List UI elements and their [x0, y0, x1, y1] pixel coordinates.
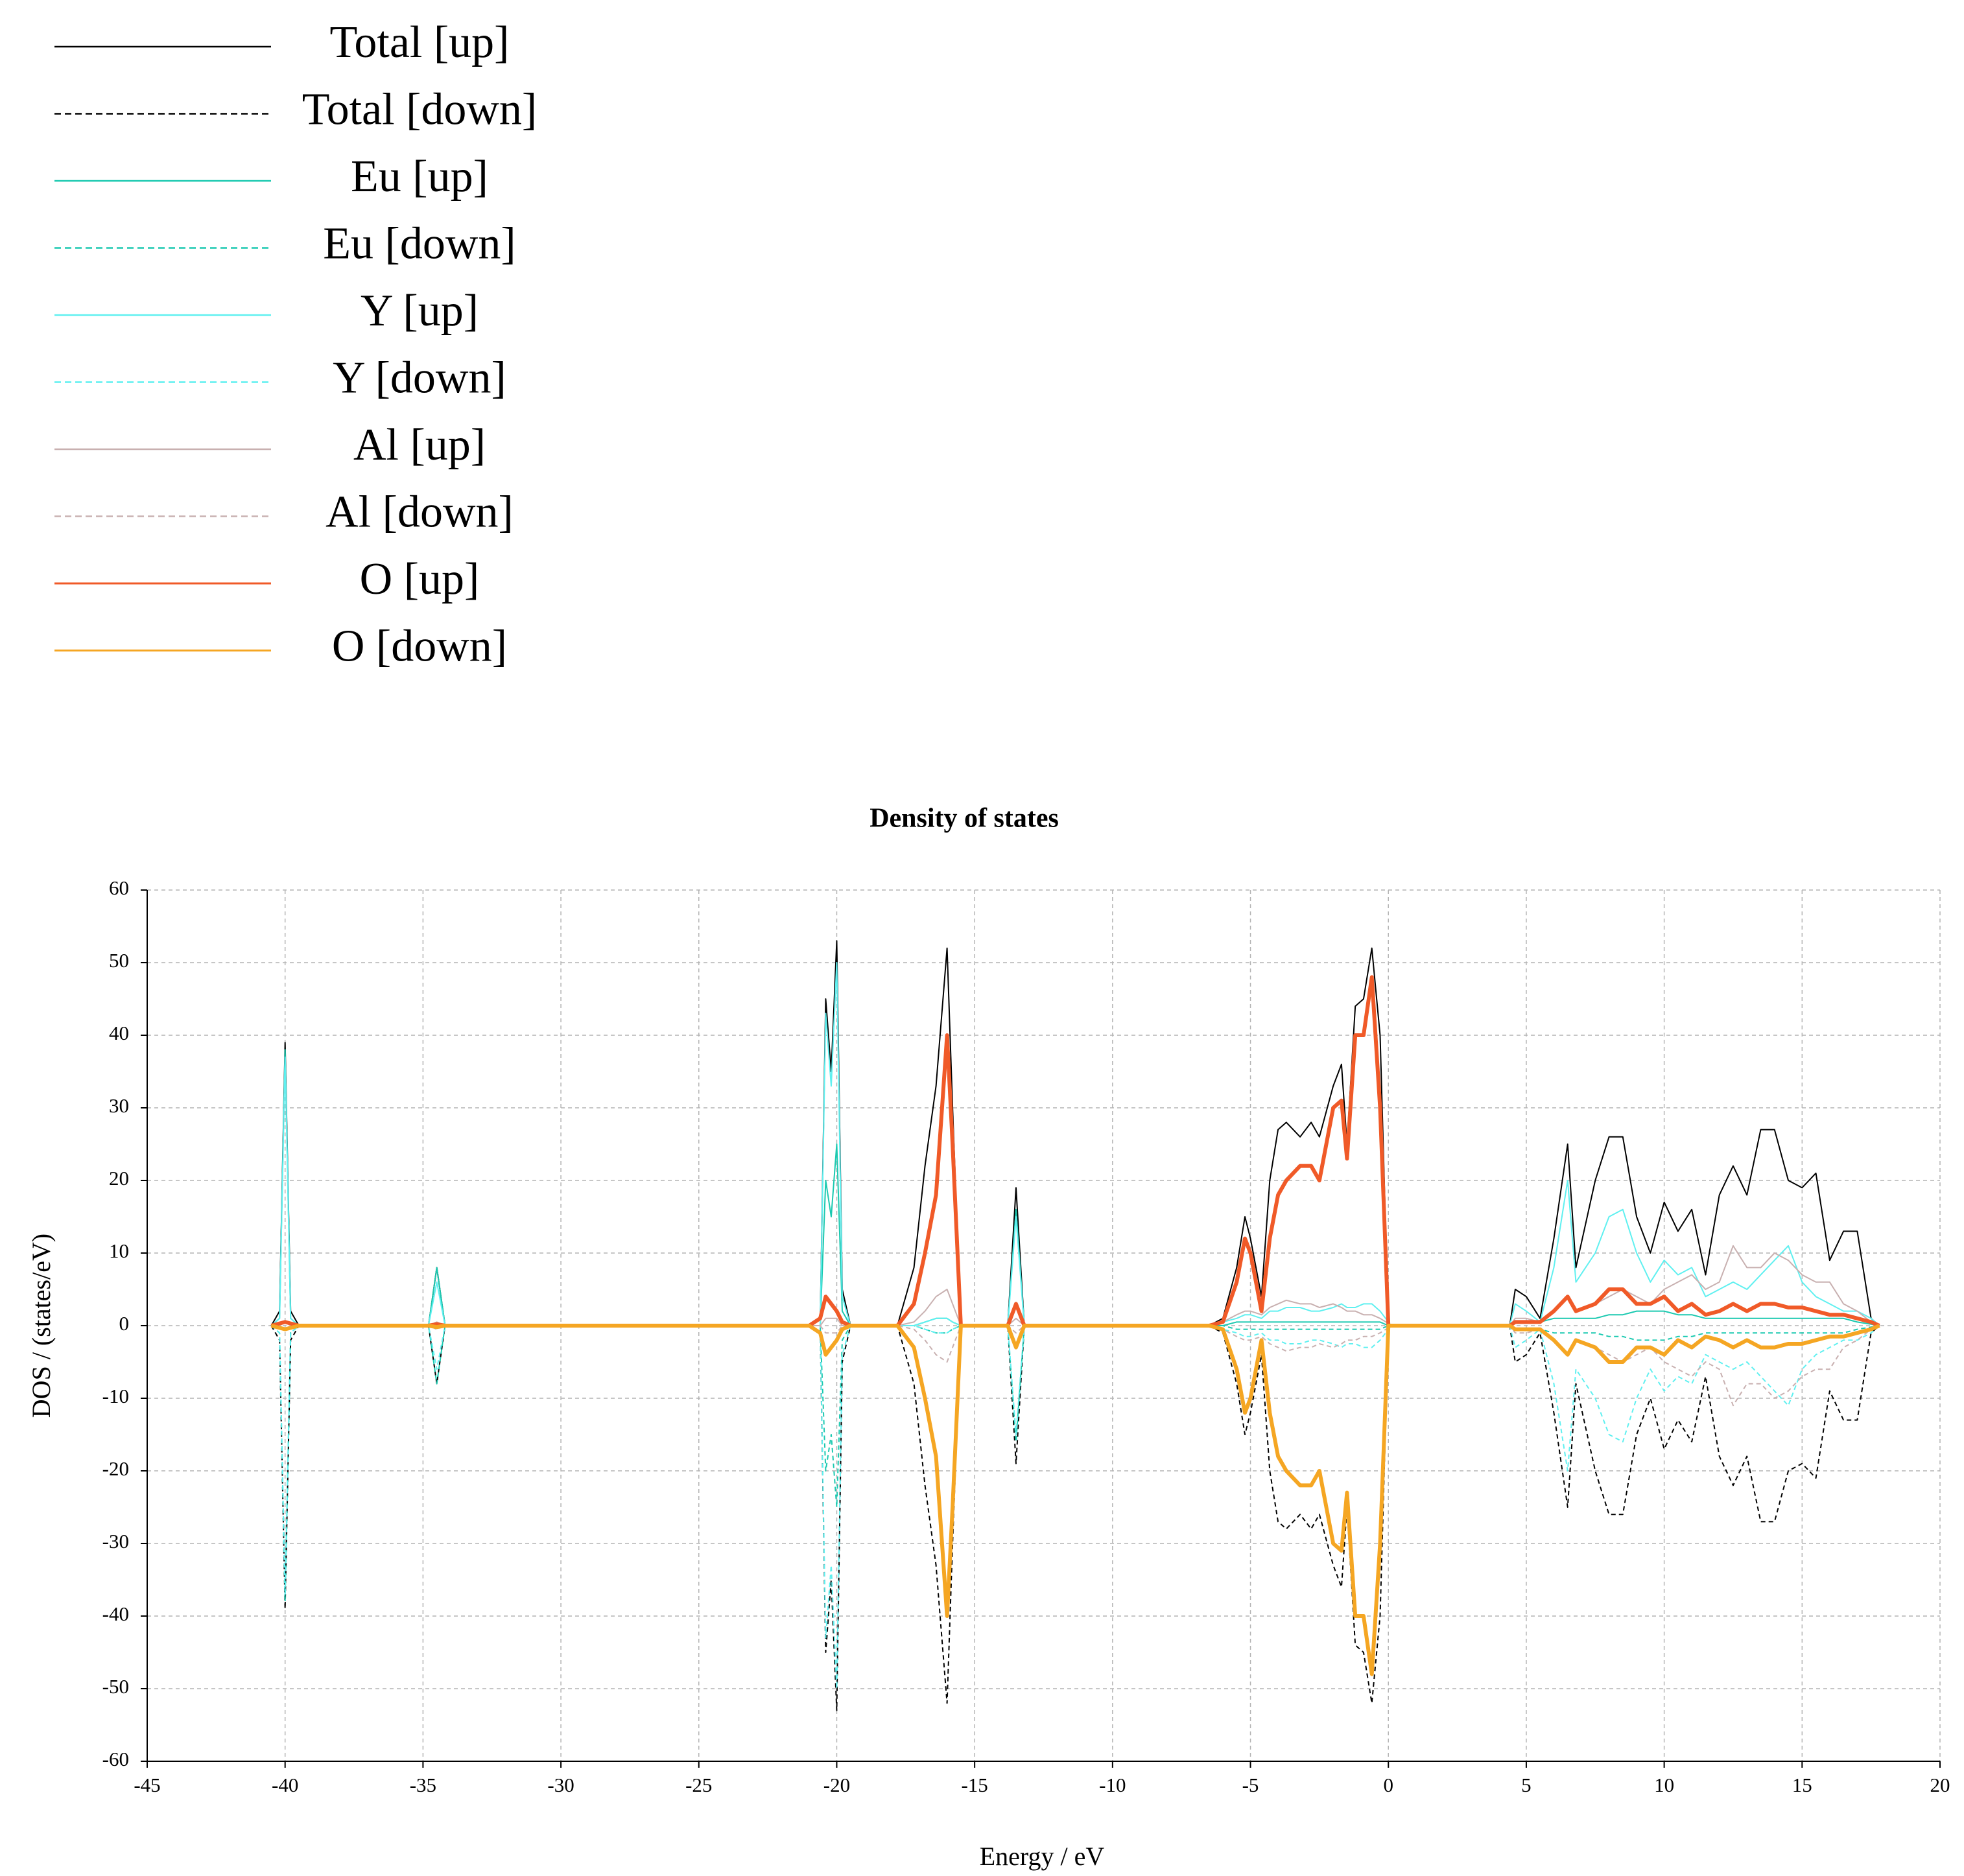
legend-label: Total [up] [330, 18, 510, 67]
y-tick-label: 0 [119, 1312, 130, 1335]
legend-label: Eu [up] [351, 152, 488, 202]
x-tick-label: -40 [272, 1774, 298, 1796]
y-tick-label: 10 [109, 1239, 129, 1262]
legend-label: Y [up] [361, 286, 479, 336]
x-tick-label: -30 [547, 1774, 574, 1796]
x-tick-label: -35 [410, 1774, 436, 1796]
series-line [270, 962, 1880, 1326]
legend-label: O [down] [332, 622, 507, 672]
x-tick-label: -5 [1242, 1774, 1259, 1796]
x-tick-label: 0 [1383, 1774, 1393, 1796]
y-tick-label: -10 [102, 1385, 129, 1407]
y-tick-label: -40 [102, 1602, 129, 1625]
y-tick-label: -20 [102, 1457, 129, 1480]
x-tick-label: -45 [134, 1774, 160, 1796]
series-line [270, 1049, 1880, 1326]
legend-label: Eu [down] [323, 219, 515, 269]
series-line [271, 1325, 1880, 1407]
chart-title: Density of states [870, 804, 1059, 834]
legend-label: Y [down] [333, 353, 506, 403]
x-tick-label: 15 [1792, 1774, 1812, 1796]
y-tick-label: 60 [109, 876, 129, 899]
y-axis-label: DOS / (states/eV) [27, 1234, 56, 1418]
x-tick-label: -20 [823, 1774, 850, 1796]
legend-label: Al [down] [325, 487, 514, 537]
x-tick-label: -10 [1099, 1774, 1126, 1796]
series-line [270, 940, 1880, 1326]
series-line [270, 1325, 1880, 1602]
x-axis-label: Energy / eV [980, 1842, 1105, 1871]
series-line [270, 1325, 1880, 1689]
y-tick-label: -30 [102, 1530, 129, 1553]
y-tick-label: 20 [109, 1167, 129, 1190]
x-tick-label: -25 [685, 1774, 712, 1796]
y-tick-label: -50 [102, 1675, 129, 1698]
series-line [271, 1245, 1880, 1326]
x-tick-label: 20 [1930, 1774, 1950, 1796]
series-line [270, 1324, 1880, 1676]
y-tick-label: 50 [109, 949, 129, 972]
y-tick-label: 40 [109, 1022, 129, 1044]
series-line [270, 975, 1880, 1328]
legend-label: O [up] [360, 554, 480, 604]
x-tick-label: -15 [961, 1774, 988, 1796]
series-line [270, 1325, 1880, 1711]
x-tick-label: 5 [1521, 1774, 1532, 1796]
y-tick-label: -60 [102, 1748, 129, 1770]
x-tick-label: 10 [1654, 1774, 1674, 1796]
y-tick-label: 30 [109, 1094, 129, 1117]
legend-label: Total [down] [302, 85, 538, 135]
legend-label: Al [up] [353, 420, 486, 470]
